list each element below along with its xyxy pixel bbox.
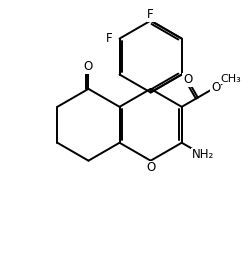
Text: O: O [183,74,192,86]
Text: O: O [211,81,220,94]
Text: NH₂: NH₂ [191,148,214,161]
Text: O: O [146,161,155,174]
Text: CH₃: CH₃ [220,74,241,84]
Text: F: F [106,32,113,45]
Text: O: O [84,60,93,73]
Text: F: F [147,8,154,21]
